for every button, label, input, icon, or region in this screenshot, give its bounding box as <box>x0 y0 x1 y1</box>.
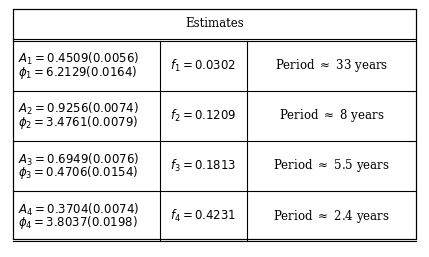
Text: Period $\approx$ 5.5 years: Period $\approx$ 5.5 years <box>273 157 390 175</box>
Text: $f_1 = 0.0302$: $f_1 = 0.0302$ <box>170 58 236 74</box>
Text: Estimates: Estimates <box>185 17 244 30</box>
Text: $\phi_4 = 3.8037(0.0198)$: $\phi_4 = 3.8037(0.0198)$ <box>18 214 138 231</box>
Text: Period $\approx$ 33 years: Period $\approx$ 33 years <box>275 57 388 74</box>
Text: Period $\approx$ 2.4 years: Period $\approx$ 2.4 years <box>273 207 390 225</box>
Text: $\phi_3 = 0.4706(0.0154)$: $\phi_3 = 0.4706(0.0154)$ <box>18 164 138 181</box>
Text: $\phi_1 = 6.2129(0.0164)$: $\phi_1 = 6.2129(0.0164)$ <box>18 63 137 80</box>
Text: $f_2 = 0.1209$: $f_2 = 0.1209$ <box>170 108 237 124</box>
Bar <box>13 9 416 239</box>
Text: $f_4 = 0.4231$: $f_4 = 0.4231$ <box>170 208 236 224</box>
Text: Period $\approx$ 8 years: Period $\approx$ 8 years <box>279 107 384 124</box>
Text: $A_2 = 0.9256(0.0074)$: $A_2 = 0.9256(0.0074)$ <box>18 101 139 117</box>
Text: $A_1 = 0.4509(0.0056)$: $A_1 = 0.4509(0.0056)$ <box>18 51 139 67</box>
Text: $\phi_2 = 3.4761(0.0079)$: $\phi_2 = 3.4761(0.0079)$ <box>18 114 138 131</box>
Text: $A_4 = 0.3704(0.0074)$: $A_4 = 0.3704(0.0074)$ <box>18 201 139 218</box>
Text: $A_3 = 0.6949(0.0076)$: $A_3 = 0.6949(0.0076)$ <box>18 151 139 168</box>
Text: $f_3 = 0.1813$: $f_3 = 0.1813$ <box>170 158 236 174</box>
